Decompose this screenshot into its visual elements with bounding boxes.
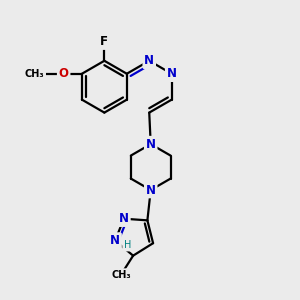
Text: CH₃: CH₃ [112,270,131,280]
Text: N: N [146,138,156,151]
Text: N: N [146,184,156,196]
Text: H: H [124,240,131,250]
Text: N: N [119,212,129,225]
Text: O: O [59,67,69,80]
Text: F: F [100,35,108,48]
Text: N: N [167,67,177,80]
Text: N: N [144,54,154,67]
Text: N: N [110,234,120,247]
Text: CH₃: CH₃ [25,69,44,79]
